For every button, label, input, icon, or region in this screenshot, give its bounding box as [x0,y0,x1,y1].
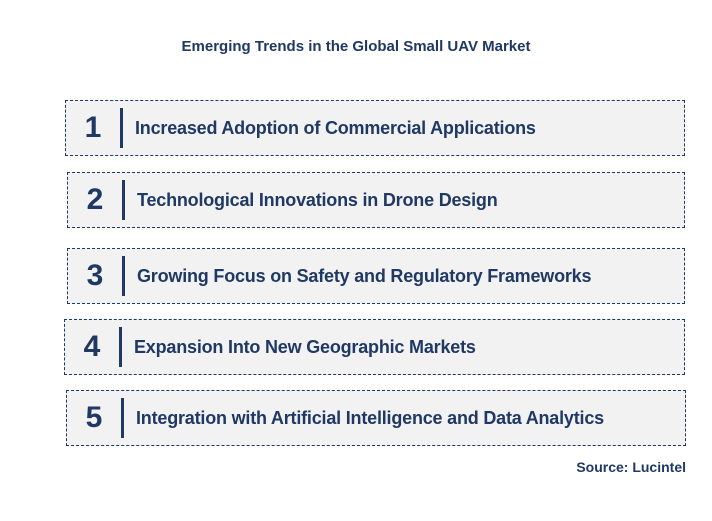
trend-item-4: 4 Expansion Into New Geographic Markets [64,319,685,375]
trend-label: Increased Adoption of Commercial Applica… [135,117,536,138]
trend-number: 5 [85,401,103,434]
trend-item-2: 2 Technological Innovations in Drone Des… [67,172,685,228]
trend-label: Integration with Artificial Intelligence… [136,407,604,428]
trend-label: Technological Innovations in Drone Desig… [137,189,498,210]
trend-item-5: 5 Integration with Artificial Intelligen… [66,390,686,446]
diagram-title: Emerging Trends in the Global Small UAV … [181,38,531,55]
trend-divider [121,398,124,438]
trend-item-3: 3 Growing Focus on Safety and Regulatory… [67,248,685,304]
trend-number: 3 [86,259,104,292]
trend-divider [119,327,122,367]
trend-item-1: 1 Increased Adoption of Commercial Appli… [65,100,685,156]
trend-label: Growing Focus on Safety and Regulatory F… [137,265,592,286]
trend-number: 4 [83,330,101,363]
trend-label: Expansion Into New Geographic Markets [134,336,476,357]
trend-divider [122,180,125,220]
trend-divider [122,256,125,296]
trend-divider [120,108,123,148]
trend-number: 1 [84,111,102,144]
trend-number: 2 [86,183,104,216]
source-label: Source: Lucintel [576,459,686,475]
